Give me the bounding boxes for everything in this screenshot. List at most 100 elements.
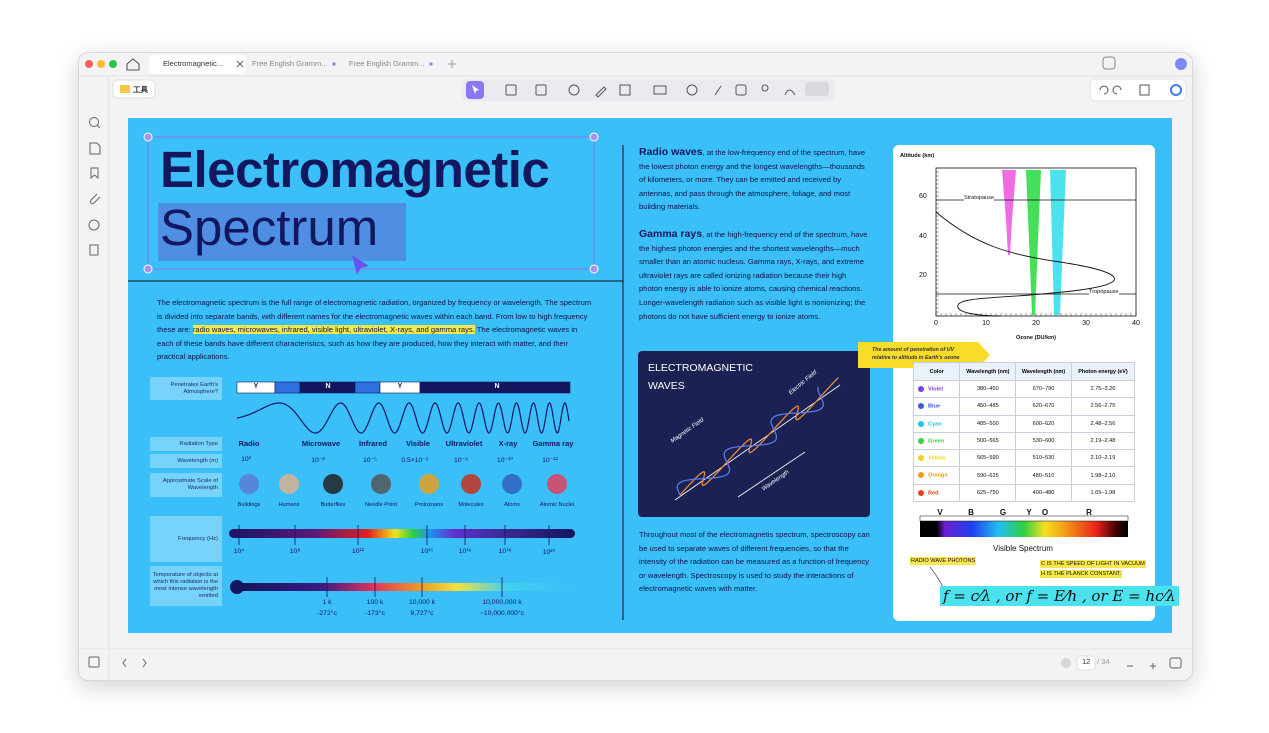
title-highlight — [158, 203, 406, 261]
frequency-label: 10¹⁸ — [498, 548, 512, 555]
radiation-type: Infrared — [359, 439, 387, 448]
table-value: 480–510 — [1032, 472, 1055, 479]
sticky-note — [858, 342, 990, 368]
table-cell: 2.19–2.48 — [1070, 431, 1136, 451]
radiation-type: Visible — [405, 439, 431, 448]
color-name: Violet — [928, 386, 944, 393]
table-value: 670–790 — [1032, 386, 1055, 393]
table-header: Photon energy (eV) — [1070, 362, 1136, 381]
chart-axis-title: Ozone (DU/km) — [1015, 335, 1057, 341]
chart-annotation: Tropopause — [1089, 289, 1119, 295]
table-cell: 530–600 — [1015, 431, 1072, 451]
color-dot — [918, 472, 924, 479]
page-number-input: 12 — [1082, 657, 1091, 666]
x-tick-label: 20 — [1032, 320, 1040, 327]
visible-spectrum-bar — [920, 521, 1128, 537]
table-cell: 450–485 — [959, 397, 1017, 416]
color-name: Orange — [928, 472, 948, 479]
temperature-celsius: ~10,000,000°c — [479, 610, 525, 617]
temperature-bulb — [230, 580, 244, 594]
table-cell: Blue — [912, 397, 961, 416]
em-waves-title: WAVES — [648, 380, 685, 392]
penetration-label: N — [325, 383, 331, 390]
x-tick-label: 0 — [934, 320, 938, 327]
title-line-1: Electromagnetic — [160, 141, 550, 198]
note: C IS THE SPEED OF LIGHT IN VACUUM — [1040, 560, 1146, 568]
table-value: 2.19–2.48 — [1090, 438, 1116, 445]
temperature-kelvin: 10,000,000 k — [482, 599, 522, 606]
table-cell: 565–590 — [959, 449, 1017, 468]
scale-icon — [371, 474, 391, 494]
color-name: Red — [928, 490, 939, 497]
scale-label: Humans — [278, 502, 300, 508]
tab-label[interactable]: Free English Gramm... — [252, 59, 328, 68]
section-heading: Radio waves — [639, 146, 703, 158]
intro-text: The electromagnetic waves in each of the… — [157, 325, 578, 362]
color-dot — [918, 455, 924, 462]
row-label: Wavelength (m) — [150, 454, 222, 468]
color-dot — [918, 403, 924, 410]
frequency-bar — [229, 529, 575, 538]
y-tick-label: 60 — [919, 193, 927, 200]
selection-handle — [589, 264, 599, 274]
table-cell: Violet — [912, 379, 961, 399]
frequency-label: 10²⁰ — [542, 549, 556, 556]
row-label: Penetrates Earth's Atmosphere? — [150, 377, 222, 400]
scale-icon — [419, 474, 439, 494]
table-cell: 500–565 — [959, 431, 1017, 451]
uv-band-pink — [1002, 170, 1016, 255]
table-cell: 480–510 — [1015, 466, 1072, 485]
table-value: 620–670 — [1032, 403, 1055, 410]
scale-label: Buildings — [237, 502, 261, 508]
spectrum-letter: O — [1041, 508, 1049, 517]
cursor — [352, 255, 369, 275]
table-value: 1.98–2.10 — [1090, 472, 1116, 479]
table-value: 1.65–1.98 — [1090, 489, 1116, 496]
table-cell: 2.75–3.26 — [1070, 379, 1136, 399]
wavelength-value: 10³ — [241, 456, 251, 463]
temperature-celsius: -173°c — [365, 610, 385, 617]
selection-handle — [143, 264, 153, 274]
table-header: Wavelength (nm) — [959, 362, 1017, 381]
table-value: 500–565 — [976, 438, 999, 445]
magnetic-field-wave — [676, 386, 824, 496]
color-name: Green — [928, 438, 945, 445]
electric-field-wave — [679, 377, 839, 496]
scale-icon — [239, 474, 259, 494]
window-chrome — [79, 55, 1192, 680]
spectrum-letter: B — [968, 508, 974, 517]
frequency-label: 10⁸ — [289, 548, 301, 555]
penetration-label: Y — [397, 383, 403, 390]
table-cell: 510–530 — [1015, 449, 1072, 468]
tab-label[interactable]: Free English Gramm... — [349, 59, 425, 68]
temperature-celsius: -272°c — [317, 610, 337, 617]
row-label: Approximate Scale of Wavelength — [150, 473, 222, 497]
scale-icon — [279, 474, 299, 494]
temperature-celsius: 9,727°c — [410, 610, 434, 617]
intro-text: The electromagnetic spectrum is the full… — [157, 298, 592, 335]
visible-spectrum-caption: Visible Spectrum — [993, 544, 1053, 553]
section-heading: Gamma rays — [639, 228, 703, 240]
temperature-bar — [237, 583, 575, 591]
scale-label: Butterflies — [320, 502, 346, 508]
table-cell: 380–450 — [959, 379, 1017, 399]
tools-button-label[interactable]: 工具 — [133, 85, 148, 94]
table-value: 485–500 — [976, 420, 999, 427]
table-cell: 620–670 — [1015, 397, 1072, 416]
intro-paragraph: The electromagnetic spectrum is the full… — [157, 296, 593, 364]
table-cell: Yellow — [912, 449, 961, 468]
table-value: 400–480 — [1032, 489, 1055, 496]
table-cell: 1.65–1.98 — [1070, 483, 1136, 503]
selection-handle — [589, 132, 599, 142]
table-cell: 600–620 — [1015, 414, 1072, 433]
color-name: Cyan — [928, 420, 942, 427]
tab-label[interactable]: Electromagnetic... — [163, 59, 224, 68]
visible-spectrum-scale — [919, 515, 1129, 522]
scale-label: Atomic Nuclei — [539, 502, 575, 508]
table-cell: Green — [912, 431, 961, 451]
chart-axis-title: Altitude (km) — [900, 153, 935, 159]
scale-icon — [461, 474, 481, 494]
chart-annotation: Stratopause — [964, 195, 995, 201]
selection-box — [147, 136, 595, 270]
row-label: Frequency (Hz) — [150, 516, 222, 562]
